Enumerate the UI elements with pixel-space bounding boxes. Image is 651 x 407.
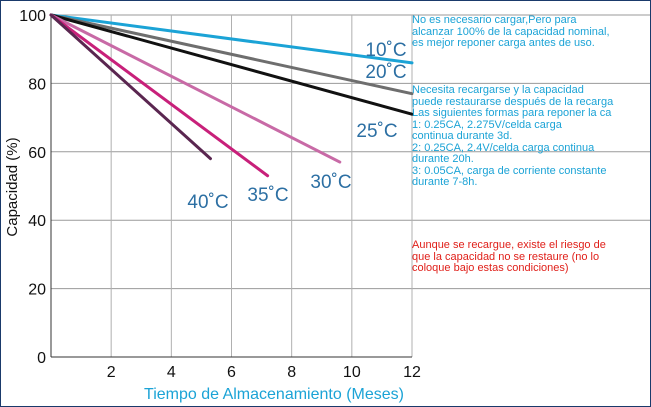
- x-tick-label: 12: [403, 364, 421, 381]
- series-line-0: [49, 13, 414, 65]
- y-axis-label: Capacidad (%): [4, 137, 21, 237]
- x-tick-label: 4: [167, 364, 176, 381]
- y-tick-label: 60: [28, 145, 46, 162]
- series-line-3: [49, 13, 342, 164]
- y-tick-label: 40: [28, 213, 46, 230]
- x-tick-label: 10: [343, 364, 361, 381]
- x-tick-label: 8: [287, 364, 296, 381]
- series-line-4: [49, 13, 270, 178]
- series-label: 20˚C: [365, 62, 406, 83]
- annotation-recharge: Necesita recargarse y la capacidad puede…: [412, 85, 614, 185]
- annotation-warning: Aunque se recargue, existe el riesgo de …: [412, 240, 606, 274]
- series-label: 30˚C: [310, 172, 351, 193]
- series-label: 25˚C: [356, 121, 397, 142]
- axes: [50, 15, 412, 358]
- series-line-1: [49, 13, 414, 96]
- series-lines: [49, 13, 414, 178]
- series-labels: 10˚C20˚C 25˚C 30˚C 35˚C 40˚C: [187, 40, 406, 213]
- grid: [51, 14, 650, 357]
- y-tick-label: 100: [19, 8, 46, 25]
- y-tick-label: 0: [37, 350, 46, 367]
- series-line-2: [49, 13, 414, 116]
- series-label: 10˚C: [365, 40, 406, 61]
- y-tick-label: 80: [28, 76, 46, 93]
- series-line-5: [49, 13, 212, 161]
- x-axis-label: Tiempo de Almacenamiento (Meses): [144, 386, 404, 403]
- y-tick-label: 20: [28, 282, 46, 299]
- series-label: 40˚C: [187, 192, 228, 213]
- annotation-no-charge: No es necesario cargar,Pero para alcanza…: [412, 15, 610, 49]
- x-tick-label: 6: [227, 364, 236, 381]
- tick-labels: 0 20 40 60 80 100 2 4 6 8 10 12: [19, 8, 421, 381]
- x-tick-label: 2: [107, 364, 116, 381]
- series-label: 35˚C: [247, 185, 288, 206]
